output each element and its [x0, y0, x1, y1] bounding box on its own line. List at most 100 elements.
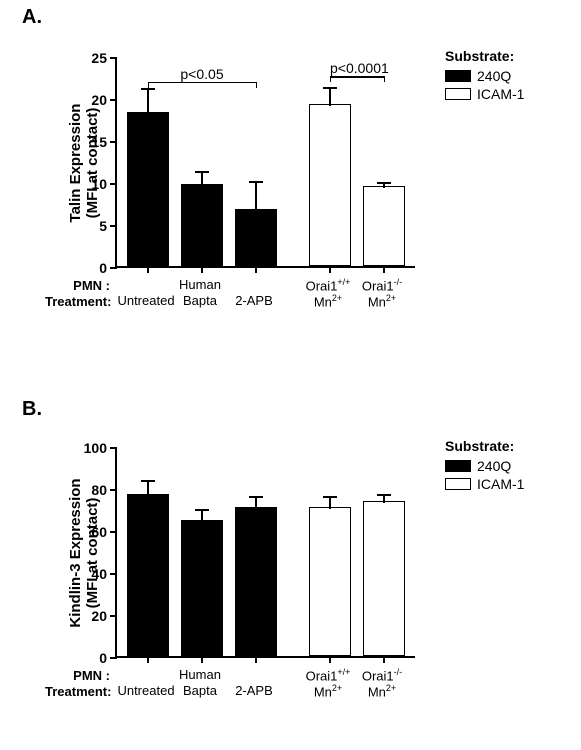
panel-a-p-label: p<0.0001 — [330, 60, 384, 76]
panel-a-pmn-orai: Orai1+/+ — [298, 278, 358, 294]
panel-b-errorcap — [141, 480, 155, 482]
panel-b-bar — [363, 501, 405, 656]
panel-a-bracket-drop — [256, 82, 258, 88]
panel-a-legend-swatch — [445, 88, 471, 100]
panel-b-legend: Substrate: 240Q ICAM-1 — [445, 438, 524, 494]
panel-a-bar — [363, 186, 405, 266]
panel-a-bracket — [330, 76, 384, 78]
panel-a-ytick-label: 20 — [91, 92, 107, 108]
panel-b-plot: 020406080100 — [115, 448, 415, 658]
panel-b-errorcap — [377, 494, 391, 496]
panel-a-ytick-label: 5 — [99, 218, 107, 234]
panel-b-errorcap — [195, 509, 209, 511]
panel-b-ytick-label: 80 — [91, 482, 107, 498]
panel-a-treatment-caption: Treatment: — [45, 294, 110, 309]
panel-a-legend-swatch — [445, 70, 471, 82]
panel-a-xtick — [201, 266, 203, 273]
panel-a-p-label: p<0.05 — [148, 66, 256, 82]
panel-a-plot: 0510152025p<0.05p<0.0001 — [115, 58, 415, 268]
panel-a-pmn-human: Human — [125, 278, 275, 292]
panel-a-bracket-drop — [330, 76, 332, 82]
panel-a-errorbar — [255, 181, 257, 210]
panel-a-errorbar — [329, 87, 331, 105]
panel-a-treatment-cell: Mn2+ — [350, 294, 414, 310]
panel-b-legend-label: 240Q — [477, 458, 511, 474]
panel-a-bar — [235, 209, 277, 266]
panel-a-legend-label: 240Q — [477, 68, 511, 84]
panel-a-ytick — [110, 267, 117, 269]
panel-a-ytick-label: 10 — [91, 176, 107, 192]
panel-b-treatment-cell: Mn2+ — [350, 684, 414, 700]
panel-b-legend-item: 240Q — [445, 458, 524, 474]
panel-a-ytick — [110, 183, 117, 185]
panel-a-bracket-drop — [384, 76, 386, 82]
panel-b-ytick-label: 0 — [99, 650, 107, 666]
panel-b-xtick — [255, 656, 257, 663]
panel-b-ytick — [110, 657, 117, 659]
panel-b-legend-swatch — [445, 460, 471, 472]
panel-a-ytick — [110, 141, 117, 143]
panel-b-treatment-caption: Treatment: — [45, 684, 110, 699]
panel-a-legend-item: ICAM-1 — [445, 86, 524, 102]
panel-a-bracket-drop — [148, 82, 150, 88]
panel-b-label: B. — [22, 398, 42, 421]
panel-a-bar — [181, 184, 223, 266]
panel-a-errorbar — [147, 88, 149, 114]
panel-a-errorcap — [195, 171, 209, 173]
panel-b-errorcap — [323, 496, 337, 498]
panel-a-pmn-orai: Orai1-/- — [352, 278, 412, 294]
panel-b-legend-title: Substrate: — [445, 438, 524, 454]
panel-b-bar — [309, 507, 351, 656]
panel-b-ytick — [110, 573, 117, 575]
panel-a-ytick-label: 0 — [99, 260, 107, 276]
panel-a-y-title: Talin Expression(MFI at contact) — [67, 58, 101, 268]
panel-b-errorcap — [249, 496, 263, 498]
panel-a-ytick — [110, 57, 117, 59]
panel-a-errorcap — [323, 87, 337, 89]
panel-a-xtick — [147, 266, 149, 273]
panel-a-errorbar — [201, 171, 203, 185]
panel-b-errorbar — [147, 480, 149, 497]
panel-b-treatment-cell: 2-APB — [222, 684, 286, 698]
panel-b-xtick — [147, 656, 149, 663]
panel-a-errorcap — [141, 88, 155, 90]
panel-a-xtick — [383, 266, 385, 273]
panel-a-pmn-caption: PMN : — [45, 278, 110, 293]
panel-a-xtick — [329, 266, 331, 273]
panel-a-legend: Substrate: 240Q ICAM-1 — [445, 48, 524, 104]
panel-b-y-title: Kindlin-3 Expression(MFI at contact) — [67, 448, 101, 658]
panel-a-ytick-label: 15 — [91, 134, 107, 150]
panel-b-pmn-orai: Orai1-/- — [352, 668, 412, 684]
panel-a-bar — [309, 104, 351, 266]
panel-b-ytick-label: 60 — [91, 524, 107, 540]
panel-a-legend-label: ICAM-1 — [477, 86, 524, 102]
panel-a-errorcap — [377, 182, 391, 184]
panel-a-legend-item: 240Q — [445, 68, 524, 84]
panel-b-pmn-human: Human — [125, 668, 275, 682]
panel-b-pmn-caption: PMN : — [45, 668, 110, 683]
panel-a-bracket — [148, 82, 256, 84]
panel-a-legend-title: Substrate: — [445, 48, 524, 64]
panel-a-xtick — [255, 266, 257, 273]
panel-b-pmn-orai: Orai1+/+ — [298, 668, 358, 684]
panel-b-xtick — [329, 656, 331, 663]
panel-a-label: A. — [22, 6, 42, 29]
panel-b-bar — [127, 494, 169, 656]
panel-b-ytick-label: 20 — [91, 608, 107, 624]
panel-b-ytick-label: 40 — [91, 566, 107, 582]
panel-a-treatment-cell: 2-APB — [222, 294, 286, 308]
panel-a-ytick-label: 25 — [91, 50, 107, 66]
panel-b-legend-swatch — [445, 478, 471, 490]
panel-b-legend-label: ICAM-1 — [477, 476, 524, 492]
panel-b-ytick-label: 100 — [84, 440, 107, 456]
panel-a-ytick — [110, 225, 117, 227]
panel-b-bar — [235, 507, 277, 656]
panel-b-ytick — [110, 615, 117, 617]
panel-a-bar — [127, 112, 169, 266]
panel-b-xtick — [383, 656, 385, 663]
panel-a-ytick — [110, 99, 117, 101]
panel-b-ytick — [110, 489, 117, 491]
panel-b-legend-item: ICAM-1 — [445, 476, 524, 492]
panel-b-bar — [181, 520, 223, 657]
panel-b-xtick — [201, 656, 203, 663]
